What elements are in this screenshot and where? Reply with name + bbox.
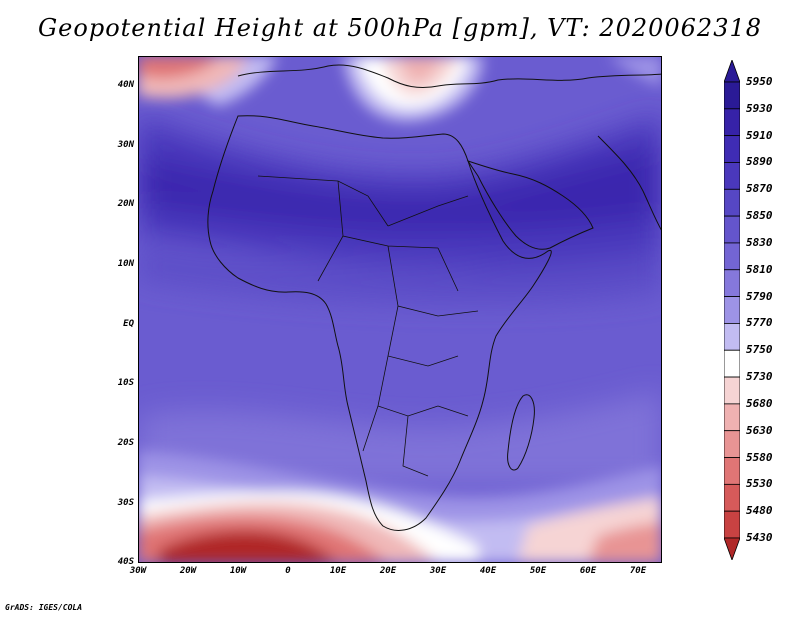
colorbar-level-label: 5930 xyxy=(746,101,773,115)
colorbar-level-label: 5950 xyxy=(746,75,773,88)
colorbar-segment xyxy=(724,323,740,351)
colorbar-level-label: 5480 xyxy=(746,504,773,518)
colorbar-segment xyxy=(724,81,740,110)
grads-credit: GrADS: IGES/COLA xyxy=(5,603,83,612)
colorbar-level-label: 5730 xyxy=(746,370,773,384)
lon-label: 30E xyxy=(429,566,447,576)
colorbar-segment xyxy=(724,108,740,137)
field-band-south-light xyxy=(138,391,662,486)
lon-label: 70E xyxy=(629,566,647,576)
colorbar-segment xyxy=(724,349,740,378)
colorbar-level-label: 5630 xyxy=(746,423,773,437)
colorbar-level-label: 5680 xyxy=(746,396,773,410)
field-med-core xyxy=(400,56,443,82)
colorbar-level-label: 5750 xyxy=(746,343,773,357)
colorbar-segment xyxy=(724,135,740,163)
colorbar-segment xyxy=(724,242,740,271)
colorbar-segment xyxy=(724,510,740,539)
lat-label: 10N xyxy=(117,259,134,269)
colorbar-segment xyxy=(724,162,740,190)
lat-label: 40N xyxy=(117,80,134,90)
colorbar-level-label: 5870 xyxy=(746,182,773,196)
field-trough-east-red xyxy=(588,522,662,563)
lat-label: 20S xyxy=(117,438,134,448)
field-trough-low3 xyxy=(158,530,338,563)
colorbar-level-label: 5910 xyxy=(746,128,773,142)
colorbar xyxy=(724,60,740,560)
colorbar-arrow-bottom xyxy=(724,537,740,560)
colorbar-segment xyxy=(724,430,740,458)
colorbar-segment xyxy=(724,296,740,324)
lon-label: 10E xyxy=(329,566,347,576)
europe-coastline xyxy=(237,64,662,89)
colorbar-level-label: 5430 xyxy=(746,531,773,544)
colorbar-level-label: 5580 xyxy=(746,450,773,464)
lat-label: EQ xyxy=(123,319,134,329)
colorbar-segment xyxy=(724,269,740,297)
lon-label: 60E xyxy=(579,566,597,576)
colorbar-segment xyxy=(724,403,740,432)
arabia-coastline xyxy=(466,160,594,250)
lat-label: 30S xyxy=(117,498,134,508)
country-borders xyxy=(257,175,479,477)
field-ne-pale xyxy=(608,56,662,86)
colorbar-level-label: 5830 xyxy=(746,235,773,249)
colorbar-level-label: 5890 xyxy=(746,155,773,169)
colorbar-segment xyxy=(724,215,740,244)
colorbar-arrow-top xyxy=(724,60,740,83)
lon-label: 0 xyxy=(285,566,291,576)
lon-label: 20W xyxy=(179,566,197,576)
coastlines xyxy=(207,64,662,531)
colorbar-level-label: 5790 xyxy=(746,289,773,303)
lat-label: 10S xyxy=(117,378,134,388)
field-ridge-core xyxy=(138,146,662,231)
colorbar-segment xyxy=(724,376,740,405)
map-plot-area xyxy=(138,56,662,563)
colorbar-segment xyxy=(724,483,740,512)
map-title: Geopotential Height at 500hPa [gpm], VT:… xyxy=(38,14,762,42)
lat-label: 20N xyxy=(117,199,134,209)
colorbar-level-label: 5850 xyxy=(746,209,773,223)
lon-label: 30W xyxy=(129,566,147,576)
field-nw-low-edge xyxy=(198,56,278,106)
india-coast xyxy=(597,135,662,232)
africa-coastline xyxy=(207,115,552,531)
geopotential-field xyxy=(138,56,662,563)
colorbar-segment xyxy=(724,188,740,217)
colorbar-level-label: 5770 xyxy=(746,316,773,330)
lon-label: 10W xyxy=(229,566,247,576)
lon-label: 40E xyxy=(479,566,497,576)
madagascar-coastline xyxy=(507,394,535,471)
lat-label: 40S xyxy=(117,557,134,567)
colorbar-level-label: 5810 xyxy=(746,262,773,276)
colorbar-level-label: 5530 xyxy=(746,477,773,491)
colorbar-segment xyxy=(724,457,740,485)
lon-label: 20E xyxy=(379,566,397,576)
lat-label: 30N xyxy=(117,140,134,150)
field-nw-low-inner xyxy=(138,56,218,79)
lon-label: 50E xyxy=(529,566,547,576)
